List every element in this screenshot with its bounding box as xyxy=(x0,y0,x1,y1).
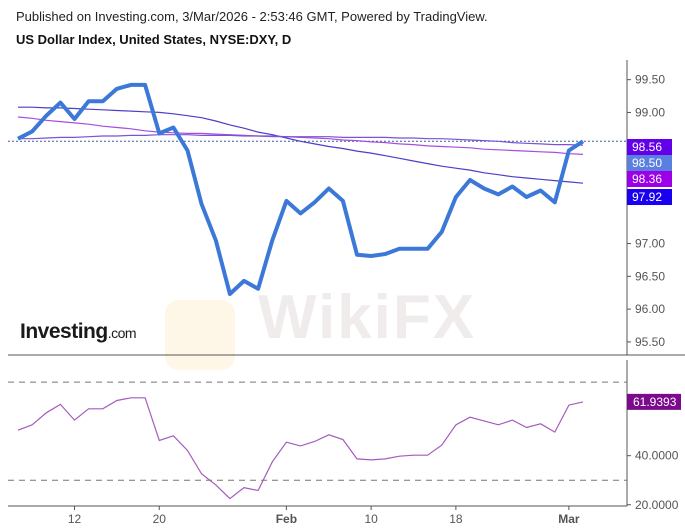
watermark: WikiFX xyxy=(258,283,477,352)
price-line xyxy=(17,82,585,296)
price-tick-label: 96.00 xyxy=(635,302,665,316)
rsi-value-label-bg xyxy=(627,393,681,410)
time-tick-label: 18 xyxy=(449,512,463,526)
time-tick-label: Mar xyxy=(558,512,580,526)
price-tick-label: 99.50 xyxy=(635,73,665,87)
price-tick-label: 95.50 xyxy=(635,335,665,349)
symbol-title: US Dollar Index, United States, NYSE:DXY… xyxy=(16,32,292,47)
last-value-label-bg xyxy=(627,171,672,187)
rsi-value-label: 61.9393 xyxy=(633,395,677,409)
watermark-icon xyxy=(165,300,235,370)
logo-suffix: .com xyxy=(107,325,137,341)
moving-average-line xyxy=(17,116,584,155)
last-value-label: 98.56 xyxy=(632,140,662,154)
last-value-label-bg xyxy=(627,155,672,171)
time-tick-label: 12 xyxy=(68,512,82,526)
time-tick-label: 10 xyxy=(364,512,378,526)
time-tick-label: 20 xyxy=(153,512,167,526)
price-tick-label: 97.00 xyxy=(635,237,665,251)
last-value-label-bg xyxy=(627,139,672,155)
rsi-tick-label: 40.0000 xyxy=(635,449,679,463)
price-tick-label: 96.50 xyxy=(635,269,665,283)
published-line: Published on Investing.com, 3/Mar/2026 -… xyxy=(16,9,488,24)
moving-average-line xyxy=(18,106,584,184)
rsi-tick-label: 20.0000 xyxy=(635,498,679,512)
last-value-label: 98.36 xyxy=(632,172,662,186)
moving-average-line xyxy=(18,134,584,146)
last-value-label: 97.92 xyxy=(632,190,662,204)
last-value-label: 98.50 xyxy=(632,156,662,170)
logo-brand: Investing xyxy=(20,320,108,343)
investing-logo: Investing.com xyxy=(20,320,137,344)
time-tick-label: Feb xyxy=(276,512,297,526)
last-value-label-bg xyxy=(627,189,672,205)
rsi-line xyxy=(17,397,584,500)
price-tick-label: 99.00 xyxy=(635,105,665,119)
